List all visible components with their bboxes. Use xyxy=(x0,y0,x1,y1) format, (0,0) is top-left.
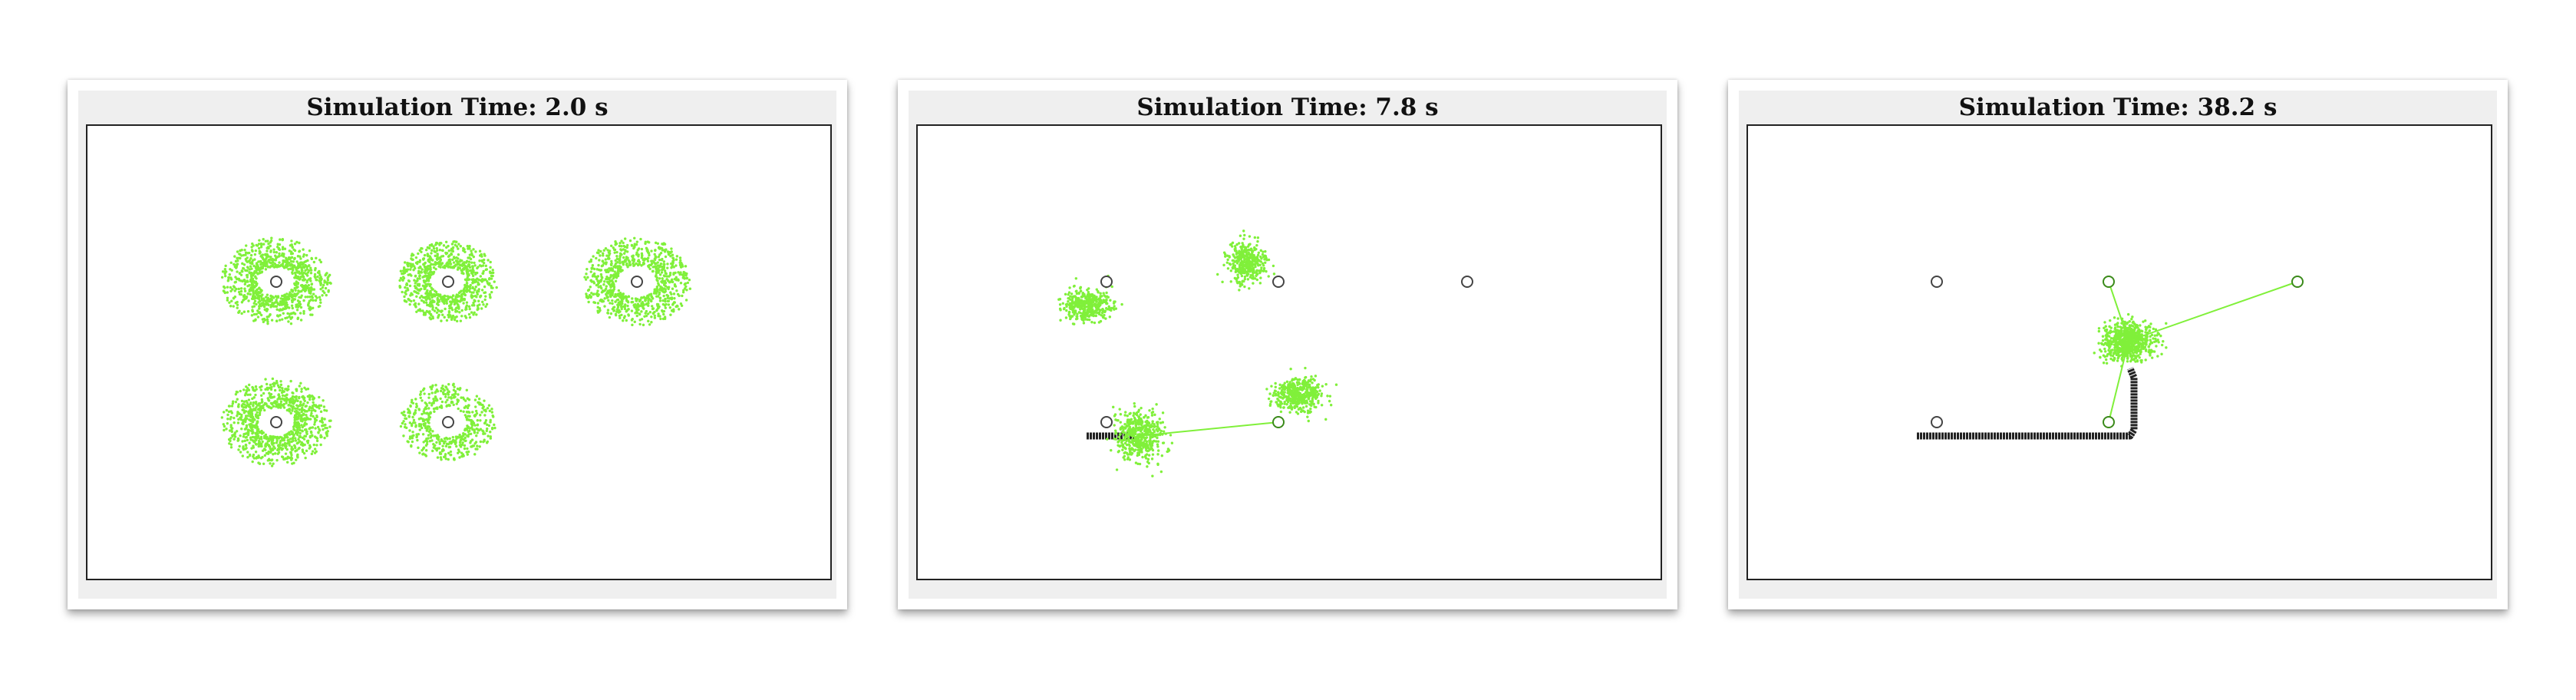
particle-cloud xyxy=(1106,401,1174,477)
waypoints xyxy=(1931,276,2304,428)
panel-frame: Simulation Time: 38.2 s xyxy=(1739,91,2497,599)
assignment-link xyxy=(2128,281,2298,342)
waypoint-marker xyxy=(1272,276,1285,288)
particle-clouds xyxy=(220,236,692,467)
particle-cloud xyxy=(1216,229,1276,292)
waypoints xyxy=(1100,276,1473,428)
particle-clouds xyxy=(2093,312,2168,368)
waypoint-marker xyxy=(1931,276,1943,288)
waypoint-marker xyxy=(631,276,643,288)
panel-title: Simulation Time: 38.2 s xyxy=(1958,94,2278,121)
plot-area xyxy=(86,124,832,580)
waypoint-marker xyxy=(442,276,454,288)
plot-frame xyxy=(916,124,1662,580)
waypoint-marker xyxy=(1100,416,1113,428)
particle-cloud xyxy=(583,236,692,327)
simulation-panel-3: Simulation Time: 38.2 s xyxy=(1728,80,2508,609)
plot-area xyxy=(1746,124,2492,580)
waypoint-marker xyxy=(1100,276,1113,288)
panel-frame: Simulation Time: 7.8 s xyxy=(909,91,1667,599)
particle-clouds xyxy=(1057,229,1338,477)
particle-cloud xyxy=(398,239,498,323)
waypoint-marker xyxy=(2291,276,2304,288)
particle-cloud xyxy=(1265,366,1338,423)
simulation-panel-1: Simulation Time: 2.0 s xyxy=(68,80,847,609)
plot-area xyxy=(916,124,1662,580)
particle-cloud xyxy=(220,236,332,325)
simulation-panel-2: Simulation Time: 7.8 s xyxy=(898,80,1677,609)
panel-frame: Simulation Time: 2.0 s xyxy=(78,91,836,599)
particle-cloud xyxy=(1057,274,1123,325)
waypoint-marker xyxy=(2103,416,2115,428)
waypoint-marker xyxy=(270,416,282,428)
panel-title: Simulation Time: 7.8 s xyxy=(1136,94,1439,121)
waypoint-marker xyxy=(1272,416,1285,428)
waypoint-marker xyxy=(1931,416,1943,428)
waypoints xyxy=(270,276,643,428)
trail-path xyxy=(1917,367,2138,440)
waypoint-marker xyxy=(1461,276,1473,288)
particle-cloud xyxy=(220,377,332,467)
waypoint-marker xyxy=(2103,276,2115,288)
waypoint-marker xyxy=(442,416,454,428)
waypoint-marker xyxy=(270,276,282,288)
robot-trail xyxy=(1917,367,2138,440)
particle-cloud xyxy=(2093,312,2168,368)
particle-cloud xyxy=(399,382,496,461)
plot-frame xyxy=(86,124,832,580)
panel-title: Simulation Time: 2.0 s xyxy=(306,94,609,121)
